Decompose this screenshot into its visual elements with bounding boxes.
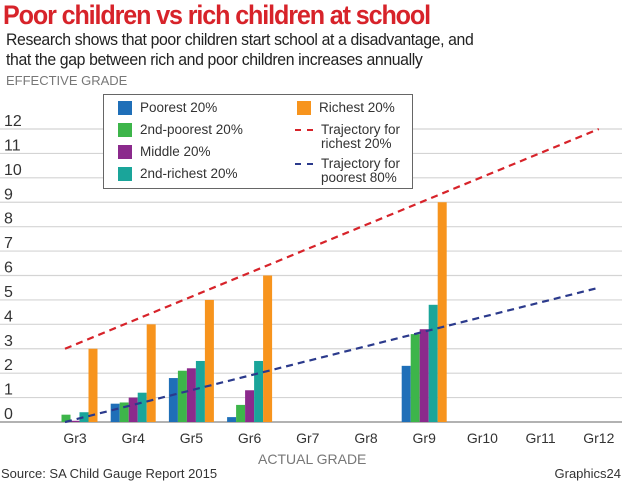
bar [61, 414, 71, 422]
trajectory-line [64, 127, 600, 350]
y-tick-label: 4 [4, 308, 13, 325]
bar [195, 360, 205, 422]
legend-swatch [118, 167, 132, 181]
y-tick-label: 11 [4, 137, 21, 154]
chart-title: Poor children vs rich children at school [3, 0, 431, 30]
legend-swatch [118, 145, 132, 159]
subtitle-line: Research shows that poor children start … [6, 30, 474, 49]
y-axis-label: EFFECTIVE GRADE [6, 73, 128, 88]
legend-item: Richest 20% [297, 101, 395, 115]
bar [428, 304, 438, 422]
legend-swatch [118, 123, 132, 137]
y-tick-label: 10 [4, 162, 22, 179]
y-tick-label: 8 [4, 211, 13, 228]
legend-label: Richest 20% [319, 100, 395, 115]
bar [88, 348, 98, 422]
bar [227, 417, 237, 422]
chart-subtitle: Research shows that poor children start … [6, 30, 474, 70]
y-tick-label: 1 [4, 382, 13, 399]
bar [177, 370, 187, 422]
trajectory-line [64, 286, 600, 424]
subtitle-line: that the gap between rich and poor child… [6, 50, 423, 69]
x-tick-label: Gr4 [122, 430, 146, 446]
bar [236, 404, 246, 422]
y-tick-label: 12 [4, 113, 22, 130]
bar [186, 368, 196, 422]
bar [245, 390, 255, 422]
bar [437, 202, 447, 422]
x-tick-label: Gr12 [583, 430, 614, 446]
legend-swatch [297, 101, 311, 115]
x-tick-label: Gr11 [526, 430, 556, 446]
bar [419, 329, 429, 422]
x-tick-label: Gr3 [63, 430, 87, 446]
legend-item: Trajectory for richest 20% [295, 123, 400, 151]
y-tick-label: 2 [4, 357, 13, 374]
x-axis-label: ACTUAL GRADE [258, 451, 367, 467]
legend-swatch [118, 101, 132, 115]
y-tick-label: 0 [4, 406, 13, 423]
bar [110, 403, 120, 422]
legend-label: Trajectory for poorest 80% [321, 156, 401, 185]
bar [79, 412, 89, 422]
y-tick-label: 9 [4, 186, 13, 203]
y-tick-label: 6 [4, 260, 13, 277]
legend-dash [295, 129, 313, 131]
legend-label: Middle 20% [140, 144, 211, 159]
bar [137, 392, 147, 422]
bar [401, 365, 411, 422]
legend-item: Middle 20% [118, 145, 211, 159]
x-tick-label: Gr5 [180, 430, 204, 446]
bar [263, 275, 273, 422]
bar [254, 360, 264, 422]
bar [146, 324, 156, 422]
legend: Poorest 20% 2nd-poorest 20% Middle 20% 2… [103, 94, 413, 189]
legend-label: 2nd-poorest 20% [140, 122, 243, 137]
x-tick-label: Gr8 [354, 430, 378, 446]
bar [168, 378, 178, 422]
legend-label: Poorest 20% [140, 100, 218, 115]
legend-item: 2nd-richest 20% [118, 167, 238, 181]
x-tick-label: Gr6 [238, 430, 262, 446]
y-tick-label: 5 [4, 284, 13, 301]
legend-item: Poorest 20% [118, 101, 217, 115]
bar [204, 299, 214, 422]
y-tick-label: 3 [4, 333, 13, 350]
legend-dash [295, 163, 313, 165]
legend-label: Trajectory for richest 20% [321, 122, 401, 151]
bar [410, 334, 420, 422]
x-tick-label: Gr10 [467, 430, 498, 446]
legend-label: 2nd-richest 20% [140, 166, 238, 181]
x-tick-label: Gr7 [296, 430, 320, 446]
bar [119, 402, 129, 422]
credit: Graphics24 [554, 466, 621, 481]
source-note: Source: SA Child Gauge Report 2015 [1, 466, 218, 481]
x-tick-label: Gr9 [413, 430, 437, 446]
legend-item: 2nd-poorest 20% [118, 123, 243, 137]
bar [128, 397, 138, 422]
legend-item: Trajectory for poorest 80% [295, 157, 400, 185]
y-tick-label: 7 [4, 235, 13, 252]
bar [70, 420, 80, 422]
